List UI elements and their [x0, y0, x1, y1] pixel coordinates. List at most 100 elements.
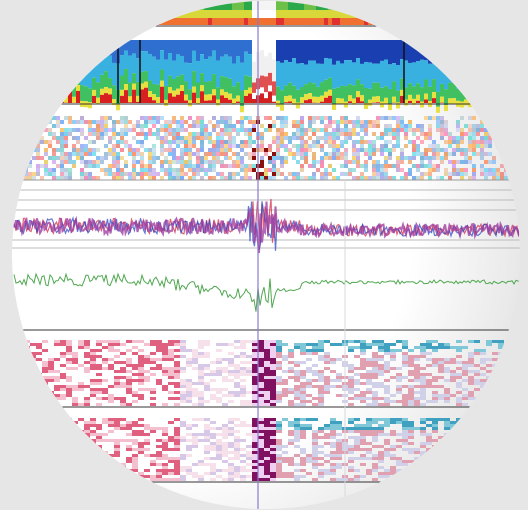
dsa-cell	[360, 358, 366, 361]
speckle	[220, 164, 224, 168]
speckle	[144, 172, 148, 176]
dsa-cell	[288, 424, 294, 427]
speckle	[68, 116, 72, 120]
dsa-cell	[174, 385, 180, 388]
dsa-cell	[306, 394, 312, 397]
dsa-cell	[372, 382, 378, 385]
speckle	[308, 124, 312, 128]
dsa-cell	[192, 433, 198, 436]
speckle	[372, 168, 376, 172]
dsa-cell	[306, 385, 312, 388]
speckle	[368, 156, 372, 160]
speckle	[132, 128, 136, 132]
speckle	[480, 152, 484, 156]
speckle	[420, 160, 424, 164]
spectro-cell	[264, 76, 268, 92]
speckle	[360, 140, 364, 144]
dsa-cell	[402, 430, 408, 433]
dsa-cell	[186, 472, 192, 475]
dsa-cell	[372, 439, 378, 442]
speckle	[184, 164, 188, 168]
dsa-cell	[396, 349, 402, 352]
dsa-cell	[276, 349, 282, 352]
dsa-cell	[204, 439, 210, 442]
spectro-cell	[284, 102, 288, 103]
spectro-cell	[344, 18, 348, 25]
dsa-cell	[252, 469, 258, 472]
dsa-cell	[210, 370, 216, 373]
dsa-cell	[174, 445, 180, 448]
dsa-cell	[402, 433, 408, 436]
speckle	[136, 172, 140, 176]
dsa-cell	[378, 343, 384, 346]
dsa-cell	[228, 352, 234, 355]
spectro-cell	[260, 87, 264, 93]
spectro-cell	[440, 84, 444, 97]
speckle	[332, 136, 336, 140]
dsa-cell	[234, 451, 240, 454]
dsa-cell	[348, 421, 354, 424]
spectro-cell	[128, 102, 132, 103]
speckle	[140, 128, 144, 132]
speckle	[212, 160, 216, 164]
speckle	[264, 128, 268, 132]
speckle	[244, 144, 248, 148]
dsa-cell	[114, 451, 120, 454]
dsa-cell	[276, 475, 282, 478]
speckle	[396, 144, 400, 148]
speckle	[32, 156, 36, 160]
dsa-cell	[138, 367, 144, 370]
spectro-cell	[264, 98, 268, 103]
speckle	[136, 152, 140, 156]
dsa-cell	[78, 418, 84, 421]
dsa-cell	[252, 433, 258, 436]
dsa-cell	[162, 370, 168, 373]
speckle	[412, 132, 416, 136]
dsa-cell	[96, 373, 102, 376]
dsa-cell	[402, 385, 408, 388]
speckle	[312, 156, 316, 160]
spectro-cell	[180, 56, 184, 75]
dsa-cell	[204, 355, 210, 358]
spectro-cell	[220, 18, 224, 25]
dsa-cell	[282, 391, 288, 394]
speckle	[140, 124, 144, 128]
spectro-cell	[200, 91, 204, 103]
dsa-cell	[294, 394, 300, 397]
speckle	[132, 136, 136, 140]
dsa-cell	[330, 472, 336, 475]
spectro-cell	[104, 71, 108, 87]
dsa-cell	[234, 373, 240, 376]
dsa-cell	[396, 340, 402, 343]
speckle	[416, 136, 420, 140]
dsa-cell	[120, 424, 126, 427]
speckle	[432, 152, 436, 156]
dsa-cell	[84, 352, 90, 355]
spectro-cell	[360, 95, 364, 101]
speckle	[236, 144, 240, 148]
speckle	[444, 152, 448, 156]
dsa-cell	[258, 358, 264, 361]
speckle	[396, 156, 400, 160]
speckle	[176, 128, 180, 132]
speckle	[308, 116, 312, 120]
dsa-cell	[132, 448, 138, 451]
dsa-cell	[408, 370, 414, 373]
dsa-cell	[306, 367, 312, 370]
spectro-cell	[328, 90, 332, 96]
dsa-cell	[132, 379, 138, 382]
speckle	[468, 116, 472, 120]
speckle	[148, 172, 152, 176]
dsa-cell	[180, 355, 186, 358]
dsa-cell	[132, 400, 138, 403]
speckle	[228, 140, 232, 144]
speckle	[36, 148, 40, 152]
magnified-eeg-view	[0, 0, 528, 510]
dsa-cell	[174, 376, 180, 379]
dsa-cell	[402, 355, 408, 358]
dsa-cell	[318, 343, 324, 346]
dsa-cell	[78, 385, 84, 388]
spectro-cell	[164, 100, 168, 106]
dsa-cell	[60, 394, 66, 397]
spectro-cell	[180, 75, 184, 85]
